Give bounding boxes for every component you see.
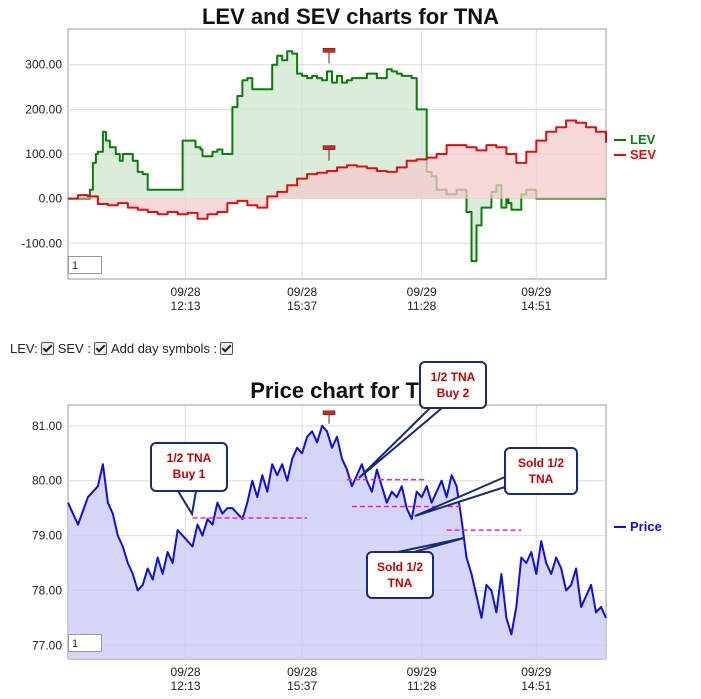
series-line-price bbox=[67, 424, 607, 636]
x-tick-time: 12:13 bbox=[171, 299, 201, 313]
price-zoom-input[interactable]: 1 bbox=[68, 634, 102, 652]
legend-label-lev: LEV bbox=[630, 132, 656, 147]
series-line-sev bbox=[68, 119, 607, 220]
x-tick-date: 09/28 bbox=[287, 285, 317, 299]
y-tick-label: 100.00 bbox=[25, 147, 62, 161]
lev-sev-zoom-input[interactable]: 1 bbox=[68, 256, 102, 274]
callout-text: TNA bbox=[388, 576, 413, 590]
x-tick-date: 09/28 bbox=[287, 665, 317, 679]
trade-callout: Sold 1/2 TNA bbox=[366, 537, 465, 599]
callout-text: Buy 2 bbox=[437, 386, 470, 400]
callout-text: 1/2 TNA bbox=[431, 370, 476, 384]
x-tick-time: 11:28 bbox=[407, 679, 436, 693]
y-tick-label: 78.00 bbox=[32, 583, 62, 597]
x-tick-date: 09/29 bbox=[407, 665, 437, 679]
series-area-lev bbox=[68, 51, 606, 262]
day-symbols-label: Add day symbols : bbox=[110, 341, 218, 356]
chart-options-bar: LEV: SEV : Add day symbols : bbox=[10, 341, 237, 356]
day-symbols-checkbox[interactable] bbox=[220, 342, 234, 355]
callout-text: Sold 1/2 bbox=[518, 456, 564, 470]
y-tick-label: 81.00 bbox=[32, 419, 62, 433]
trade-callout: 1/2 TNA Buy 2 bbox=[358, 361, 487, 479]
sev-label: SEV : bbox=[57, 341, 91, 356]
x-tick-time: 14:51 bbox=[521, 679, 551, 693]
trade-callout: 1/2 TNA Buy 1 bbox=[150, 442, 228, 517]
lev-sev-chart-title: LEV and SEV charts for TNA bbox=[201, 4, 500, 29]
x-tick-date: 09/29 bbox=[407, 285, 437, 299]
y-tick-label: 77.00 bbox=[32, 638, 62, 652]
x-tick-date: 09/29 bbox=[521, 285, 551, 299]
x-tick-date: 09/29 bbox=[521, 665, 551, 679]
legend-label-sev: SEV bbox=[630, 147, 656, 162]
callout-text: TNA bbox=[529, 472, 554, 486]
lev-sev-chart: 300.00200.00100.000.00-100.0009/2812:130… bbox=[21, 28, 656, 313]
callout-box bbox=[150, 442, 228, 492]
y-tick-label: -100.00 bbox=[21, 236, 62, 250]
callout-box bbox=[419, 361, 487, 409]
x-tick-time: 11:28 bbox=[407, 299, 436, 313]
y-tick-label: 79.00 bbox=[32, 529, 62, 543]
callout-text: Buy 1 bbox=[173, 467, 206, 481]
y-tick-label: 300.00 bbox=[25, 58, 62, 72]
trade-callout: Sold 1/2 TNA bbox=[414, 447, 578, 517]
callout-text: Sold 1/2 bbox=[377, 560, 423, 574]
day-symbol-marker bbox=[322, 145, 336, 150]
y-tick-label: 200.00 bbox=[25, 102, 62, 116]
callout-box bbox=[504, 447, 578, 495]
day-symbol-marker bbox=[322, 48, 336, 53]
x-tick-time: 12:13 bbox=[171, 679, 201, 693]
legend-label-price: Price bbox=[630, 519, 662, 534]
price-chart-title: Price chart for TNA bbox=[250, 378, 451, 403]
y-tick-label: 80.00 bbox=[32, 474, 62, 488]
lev-checkbox[interactable] bbox=[40, 342, 54, 355]
sev-checkbox[interactable] bbox=[93, 342, 107, 355]
x-tick-time: 15:37 bbox=[287, 299, 317, 313]
x-tick-date: 09/28 bbox=[171, 285, 201, 299]
day-symbol-marker bbox=[322, 410, 336, 416]
callout-box bbox=[366, 551, 434, 599]
y-tick-label: 0.00 bbox=[39, 192, 63, 206]
x-tick-time: 15:37 bbox=[287, 679, 317, 693]
callout-text: 1/2 TNA bbox=[167, 451, 212, 465]
x-tick-time: 14:51 bbox=[521, 299, 551, 313]
series-area-price bbox=[68, 425, 606, 659]
lev-label: LEV: bbox=[10, 341, 38, 356]
x-tick-date: 09/28 bbox=[171, 665, 201, 679]
